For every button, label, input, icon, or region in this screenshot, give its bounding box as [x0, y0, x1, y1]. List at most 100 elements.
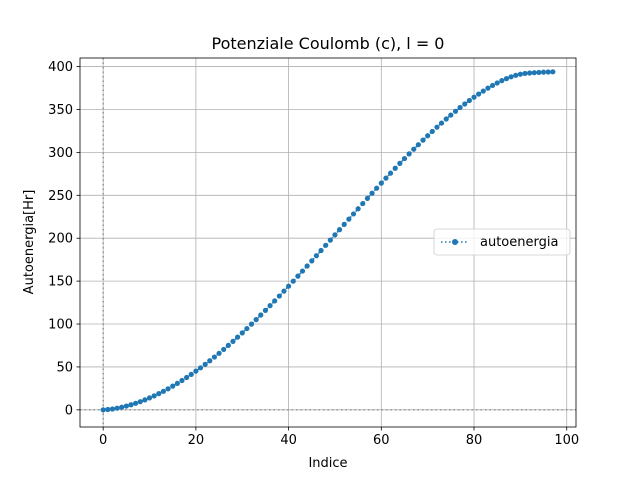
data-point — [360, 200, 366, 207]
data-point — [133, 400, 139, 406]
data-point — [197, 365, 204, 371]
data-point — [369, 190, 375, 196]
data-point — [267, 303, 273, 309]
data-point — [327, 237, 333, 243]
data-point — [318, 247, 324, 254]
data-point — [466, 97, 472, 104]
data-point — [489, 82, 496, 89]
y-tick-label: 150 — [48, 275, 73, 290]
data-point — [253, 317, 259, 323]
data-point — [364, 195, 370, 201]
data-point — [448, 112, 454, 118]
data-point — [438, 120, 445, 126]
data-point — [374, 185, 380, 191]
data-point — [146, 395, 153, 401]
data-point — [160, 388, 167, 394]
data-point — [517, 71, 523, 77]
data-point — [142, 397, 148, 403]
y-tick-label: 50 — [56, 360, 73, 375]
data-point — [480, 88, 486, 94]
y-tick-label: 400 — [48, 60, 73, 75]
data-point — [248, 321, 255, 327]
data-point — [262, 307, 269, 313]
x-tick-label: 80 — [466, 433, 483, 448]
data-point — [295, 273, 301, 279]
data-point — [527, 70, 533, 76]
data-point — [485, 85, 491, 91]
data-point — [170, 383, 176, 389]
data-point — [188, 371, 194, 377]
data-point — [235, 334, 241, 340]
data-point — [193, 368, 199, 374]
data-point — [151, 393, 157, 399]
data-point — [341, 221, 347, 227]
y-tick-label: 300 — [48, 146, 73, 161]
data-point — [244, 325, 250, 332]
data-point — [109, 406, 116, 412]
data-point — [100, 407, 106, 413]
data-point — [281, 288, 287, 294]
plot-frame — [79, 57, 577, 428]
legend-label: autoenergia — [480, 235, 558, 250]
data-point — [378, 180, 384, 186]
data-point — [258, 312, 264, 318]
data-point — [471, 94, 477, 100]
data-point — [392, 165, 398, 171]
data-point — [309, 258, 315, 264]
data-point — [503, 76, 510, 82]
data-point — [452, 108, 459, 114]
legend: autoenergia — [433, 228, 571, 256]
x-tick-label: 20 — [188, 433, 205, 448]
data-point — [230, 338, 236, 344]
data-point — [207, 358, 213, 364]
data-point — [499, 78, 505, 84]
data-point — [550, 69, 556, 75]
data-point — [123, 403, 129, 409]
y-tick-label: 200 — [48, 232, 73, 247]
data-point — [434, 124, 440, 130]
data-point — [383, 175, 389, 181]
data-point — [114, 405, 120, 411]
series-layer — [100, 69, 556, 413]
data-point — [350, 211, 357, 217]
data-point — [184, 374, 190, 381]
x-tick-label: 0 — [99, 433, 107, 448]
data-point — [536, 69, 542, 76]
data-point — [286, 283, 292, 289]
data-point — [387, 170, 394, 176]
data-point — [156, 391, 162, 397]
y-axis-label: Autoenergia[Hr] — [22, 190, 37, 295]
x-tick-label: 100 — [554, 433, 579, 448]
data-point — [239, 330, 245, 336]
data-point — [128, 402, 134, 408]
data-point — [304, 263, 310, 269]
data-point — [545, 69, 551, 75]
data-point — [415, 142, 421, 148]
data-point — [425, 133, 431, 139]
data-point — [174, 380, 180, 387]
data-point — [299, 268, 306, 274]
data-point — [508, 74, 514, 80]
data-point — [179, 377, 185, 384]
x-tick-label: 60 — [373, 433, 390, 448]
data-point — [406, 151, 412, 157]
data-point — [397, 160, 403, 166]
data-point — [332, 232, 338, 238]
data-point — [165, 386, 171, 392]
data-point — [272, 298, 278, 304]
data-point — [429, 128, 435, 135]
data-point — [522, 70, 528, 77]
data-point — [462, 101, 468, 107]
x-axis-ticks: 0 20 40 60 80 100 — [99, 427, 579, 448]
data-point — [211, 354, 218, 360]
data-point — [476, 91, 482, 97]
data-point — [513, 72, 519, 78]
data-point — [336, 227, 343, 233]
data-point — [323, 242, 329, 248]
data-point — [137, 399, 143, 405]
data-point — [221, 346, 227, 353]
reference-lines — [80, 58, 576, 427]
y-tick-label: 100 — [48, 318, 73, 333]
y-axis-ticks: 0 50 100 150 200 250 300 350 400 — [48, 60, 80, 418]
